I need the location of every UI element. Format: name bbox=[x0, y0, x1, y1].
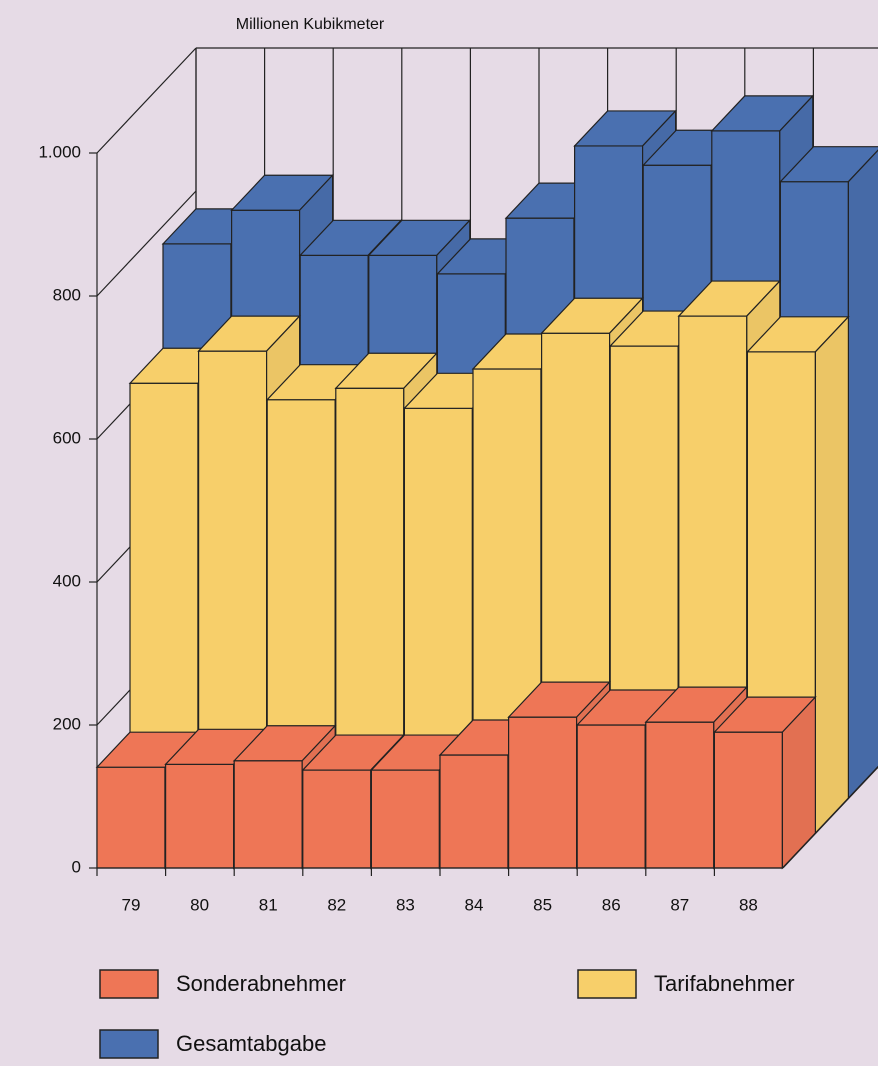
grid-line bbox=[96, 47, 197, 154]
chart-title: Millionen Kubikmeter bbox=[236, 16, 385, 33]
legend-label: Tarifabnehmer bbox=[654, 971, 795, 996]
y-tick-label: 800 bbox=[53, 285, 81, 304]
x-tick-label: 80 bbox=[190, 895, 209, 914]
bar-side bbox=[847, 149, 878, 800]
legend-label: Gesamtabgabe bbox=[176, 1031, 326, 1056]
x-tick-label: 87 bbox=[670, 895, 689, 914]
bar-side bbox=[814, 315, 850, 835]
y-tick-label: 200 bbox=[53, 714, 81, 733]
bar bbox=[508, 716, 578, 869]
legend-swatch bbox=[99, 1029, 159, 1059]
y-tick-label: 400 bbox=[53, 571, 81, 590]
bar bbox=[645, 721, 715, 869]
bar-top bbox=[779, 146, 878, 183]
x-tick-label: 85 bbox=[533, 895, 552, 914]
x-tick-label: 83 bbox=[396, 895, 415, 914]
bar bbox=[96, 766, 166, 869]
bar bbox=[576, 724, 646, 869]
legend-label: Sonderabnehmer bbox=[176, 971, 346, 996]
x-tick-label: 86 bbox=[602, 895, 621, 914]
bar bbox=[233, 760, 303, 869]
bar-side bbox=[781, 695, 817, 870]
bar bbox=[713, 731, 784, 869]
bar bbox=[370, 769, 440, 869]
y-tick-label: 0 bbox=[72, 857, 81, 876]
x-tick-label: 79 bbox=[122, 895, 141, 914]
legend-swatch bbox=[99, 969, 159, 999]
legend-swatch bbox=[577, 969, 637, 999]
grid-line bbox=[96, 190, 197, 297]
bar bbox=[302, 769, 372, 869]
x-tick-label: 81 bbox=[259, 895, 278, 914]
bar bbox=[165, 763, 235, 869]
x-tick-label: 88 bbox=[739, 895, 758, 914]
x-tick-label: 84 bbox=[465, 895, 484, 914]
x-tick-label: 82 bbox=[327, 895, 346, 914]
y-tick-label: 600 bbox=[53, 428, 81, 447]
bar bbox=[439, 754, 509, 869]
y-tick-label: 1.000 bbox=[38, 142, 81, 161]
